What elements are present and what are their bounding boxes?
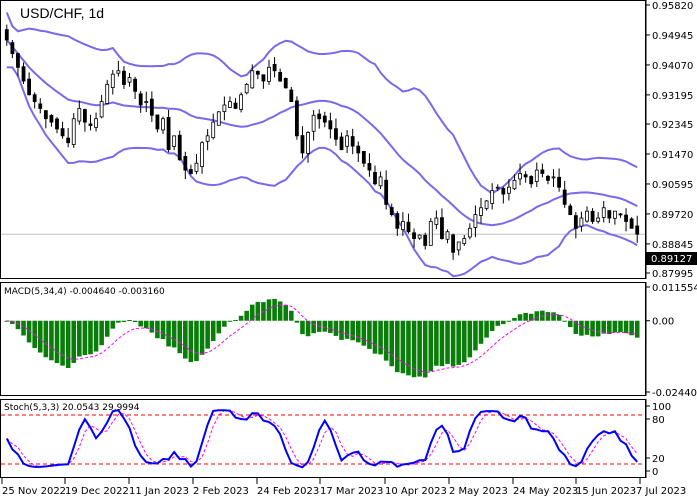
macd-axis: 0.011554 0.00 -0.024407 [645,282,697,399]
macd-tick: -0.024407 [652,388,697,399]
price-tick: 0.93195 [652,91,693,102]
candlesticks [4,24,640,260]
price-tick: 0.88845 [652,240,693,251]
price-tick: 0.95820 [652,1,693,12]
time-tick: 15 Jun 2023 [576,486,636,497]
price-tick: 0.90595 [652,180,693,191]
stoch-label: Stoch(5,3,3) 20.0543 29.9994 [4,403,140,413]
time-tick: 24 May 2023 [513,486,578,497]
stoch-tick: 80 [652,415,665,426]
time-tick: 7 Jul 2023 [636,486,686,497]
macd-tick: 0.011554 [652,283,697,294]
price-tick: 0.94945 [652,31,693,42]
stoch-tick: 100 [652,402,671,413]
stoch-pane[interactable]: Stoch(5,3,3) 20.0543 29.9994 [0,399,646,478]
price-tick: 0.87995 [652,269,693,280]
time-tick: 2 May 2023 [449,486,508,497]
time-tick: 25 Nov 2022 [2,486,66,497]
stoch-lines [5,409,638,469]
price-axis[interactable]: 0.95820 0.94945 0.94070 0.93195 0.92345 0.914… [645,0,693,280]
time-tick: 17 Mar 2023 [320,486,383,497]
price-tick: 0.91470 [652,150,693,161]
current-price-badge: 0.89127 [646,252,697,265]
time-tick: 19 Dec 2022 [65,486,129,497]
symbol-title: USD/CHF, 1d [20,5,104,21]
price-tick: 0.92345 [652,120,693,131]
time-tick: 10 Apr 2023 [385,486,447,497]
price-tick: 0.94070 [652,61,693,72]
time-tick: 2 Feb 2023 [193,486,249,497]
price-pane[interactable]: USD/CHF, 1d [0,0,646,279]
time-tick: 11 Jan 2023 [129,486,189,497]
price-tick: 0.89720 [652,210,693,221]
current-price-label: 0.89127 [651,254,692,265]
macd-histogram [4,298,640,378]
stoch-axis: 100 80 20 0 [645,399,671,478]
macd-label: MACD(5,34,4) -0.004640 -0.003160 [4,287,165,297]
bollinger-bands [5,12,638,278]
macd-pane[interactable]: MACD(5,34,4) -0.004640 -0.003160 [0,282,646,396]
stoch-tick: 0 [652,467,658,478]
stoch-tick: 20 [652,454,665,465]
macd-tick: 0.00 [652,317,674,328]
time-tick: 24 Feb 2023 [257,486,319,497]
